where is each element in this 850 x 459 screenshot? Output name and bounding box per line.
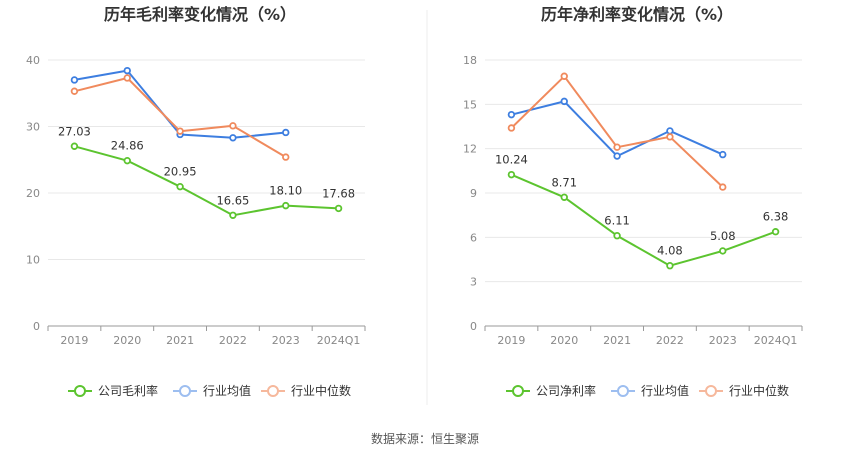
nm-legend-label: 行业均值	[641, 383, 689, 398]
gm-series-point-1	[229, 134, 237, 142]
nm-series-point-0	[507, 170, 516, 179]
gm-data-label: 18.10	[269, 184, 302, 198]
nm-series-point-1	[560, 97, 568, 106]
nm-legend-label: 行业中位数	[729, 383, 789, 398]
gm-legend-swatch-marker	[179, 385, 191, 397]
gm-series-point-0	[229, 211, 237, 219]
nm-series-point-0	[560, 193, 568, 201]
gm-legend-label: 行业均值	[203, 383, 251, 398]
nm-data-label: 6.38	[763, 210, 789, 224]
nm-data-label: 5.08	[710, 229, 736, 243]
gm-data-label: 24.86	[111, 139, 144, 153]
nm-legend-swatch-marker	[705, 385, 717, 397]
nm-series-point-2	[560, 72, 568, 80]
nm-series-point-2	[613, 143, 621, 151]
nm-series-point-1	[666, 127, 674, 135]
nm-series-point-0	[613, 232, 621, 240]
gm-ytick-label: 0	[33, 320, 40, 333]
nm-legend-swatch-marker	[512, 385, 524, 397]
nm-ytick-label: 0	[470, 320, 477, 333]
gm-xtick-label: 2024Q1	[317, 334, 361, 347]
gm-ytick-label: 20	[26, 187, 40, 200]
nm-xtick-label: 2023	[709, 334, 737, 347]
gm-data-label: 16.65	[216, 193, 249, 207]
nm-series-point-1	[613, 152, 621, 160]
nm-ytick-label: 15	[463, 98, 477, 111]
chart-title-gross-margin: 历年毛利率变化情况（%）	[104, 5, 296, 24]
nm-series-line-2	[510, 75, 724, 188]
nm-xtick-label: 2019	[497, 334, 525, 347]
gm-legend-label: 行业中位数	[291, 383, 351, 398]
nm-xtick-label: 2020	[550, 334, 578, 347]
nm-series-point-0	[771, 228, 780, 236]
nm-data-label: 6.11	[604, 214, 630, 228]
nm-ytick-label: 12	[463, 143, 477, 156]
gm-xtick-label: 2021	[166, 334, 194, 347]
nm-ytick-label: 3	[470, 276, 477, 289]
gm-ytick-label: 40	[26, 54, 40, 67]
gm-xtick-label: 2020	[113, 334, 141, 347]
gm-ytick-label: 10	[26, 254, 40, 267]
gm-series-point-0	[282, 201, 290, 210]
gm-data-label: 17.68	[322, 186, 355, 200]
gm-legend-swatch-marker	[74, 385, 86, 397]
gm-legend-label: 公司毛利率	[98, 383, 158, 398]
gm-series-point-2	[176, 127, 184, 135]
nm-series-point-2	[666, 133, 674, 141]
gm-series-line-2	[74, 77, 287, 158]
gm-series-point-1	[282, 128, 290, 137]
nm-series-point-0	[719, 247, 727, 255]
nm-xtick-label: 2022	[656, 334, 684, 347]
gm-series-point-2	[229, 122, 237, 130]
net-margin-chart: 0 3 6 9 12 15 18 2019 2020 2021 2022 2023 2024Q1 10.2…	[463, 54, 803, 398]
gm-legend-swatch-marker	[267, 385, 279, 397]
gm-data-label: 27.03	[58, 124, 91, 138]
gross-margin-chart: 0 10 20 30 40 2019 2020 2021 2022 2023 2024Q1 27.03…	[26, 54, 366, 398]
gm-ytick-label: 30	[26, 121, 40, 134]
nm-data-label: 10.24	[495, 153, 528, 167]
gm-series-line-0	[74, 145, 339, 217]
gm-xtick-label: 2023	[272, 334, 300, 347]
nm-series-point-1	[719, 150, 727, 159]
nm-data-label: 8.71	[551, 175, 577, 189]
gm-xtick-label: 2019	[60, 334, 88, 347]
nm-legend-swatch-marker	[617, 385, 629, 397]
nm-ytick-label: 9	[470, 187, 477, 200]
chart-title-net-margin: 历年净利率变化情况（%）	[541, 5, 733, 24]
gm-series-point-0	[70, 142, 79, 150]
nm-series-point-2	[719, 183, 727, 191]
nm-legend-label: 公司净利率	[536, 383, 596, 398]
gm-series-point-2	[282, 153, 290, 161]
gm-series-point-0	[123, 156, 131, 165]
nm-series-point-0	[666, 262, 674, 270]
nm-xtick-label: 2021	[603, 334, 631, 347]
gm-series-point-1	[70, 76, 79, 84]
nm-data-label: 4.08	[657, 244, 683, 258]
gm-data-label: 20.95	[164, 165, 197, 179]
gm-series-point-0	[334, 204, 343, 213]
nm-series-point-2	[507, 124, 516, 132]
nm-ytick-label: 18	[463, 54, 477, 67]
gm-series-point-1	[123, 66, 131, 75]
nm-ytick-label: 6	[470, 231, 477, 244]
gm-series-point-2	[123, 74, 131, 82]
nm-series-point-1	[507, 110, 516, 119]
gm-xtick-label: 2022	[219, 334, 247, 347]
data-source-note: 数据来源：恒生聚源	[371, 431, 479, 446]
nm-xtick-label: 2024Q1	[754, 334, 798, 347]
gm-series-point-0	[176, 182, 184, 191]
nm-series-line-0	[511, 173, 776, 267]
gm-series-point-2	[70, 87, 79, 95]
